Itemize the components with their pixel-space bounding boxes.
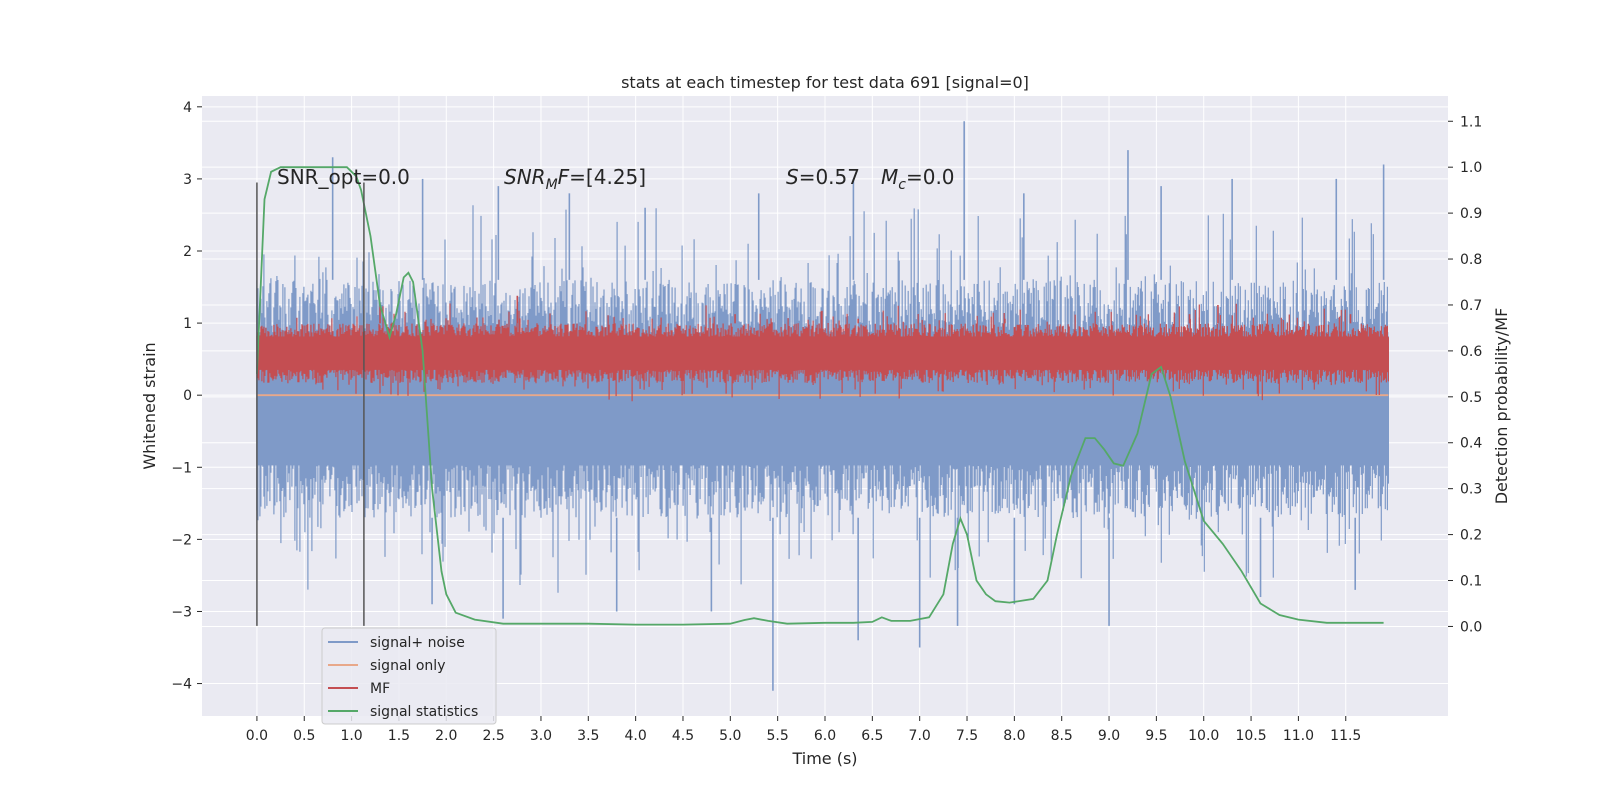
y-right-tick-label: 0.7 bbox=[1460, 298, 1482, 314]
y-left-tick-label: 0 bbox=[183, 388, 192, 404]
legend-box bbox=[321, 627, 497, 725]
x-tick-label: 8.5 bbox=[1051, 728, 1073, 744]
x-tick-label: 11.5 bbox=[1330, 728, 1361, 744]
legend: signal+ noise signal only MF signal statist… bbox=[321, 627, 497, 725]
x-tick-label: 8.0 bbox=[1003, 728, 1025, 744]
y-axis-right-title: Detection probability/MF bbox=[1492, 308, 1511, 505]
x-tick-label: 1.5 bbox=[388, 728, 410, 744]
annotation-snr-mf-suffix-f: F=[4.25] bbox=[558, 165, 646, 189]
series-layer bbox=[256, 121, 1389, 691]
y-right-tick-label: 0.6 bbox=[1460, 344, 1482, 360]
annotation-snr-mf-sub: M bbox=[546, 177, 558, 193]
y-right-tick-label: 0.8 bbox=[1460, 252, 1482, 268]
annotation-mc: Mc=0.0 bbox=[881, 165, 955, 193]
y-left-tick-label: −1 bbox=[171, 460, 192, 476]
x-tick-label: 2.5 bbox=[482, 728, 504, 744]
x-tick-label: 7.0 bbox=[909, 728, 931, 744]
annotation-snr-mf-prefix: SNR bbox=[504, 165, 546, 189]
x-tick-label: 11.0 bbox=[1283, 728, 1314, 744]
y-right-tick-label: 1.1 bbox=[1460, 114, 1482, 130]
annotation-snr-mf: SNRMF=[4.25] bbox=[504, 165, 646, 193]
y-right-tick-label: 0.0 bbox=[1460, 619, 1482, 635]
x-axis-ticks: 0.0 0.5 1.0 1.5 2.0 2.5 3.0 3.5 4.0 4.5 5.0 5.5 6.0 6… bbox=[246, 716, 1361, 744]
x-tick-label: 4.5 bbox=[672, 728, 694, 744]
legend-label-mf: MF bbox=[370, 681, 390, 697]
legend-label-signal-noise: signal+ noise bbox=[370, 635, 465, 651]
x-axis-title: Time (s) bbox=[791, 749, 857, 768]
annotation-s-value: =0.57 bbox=[799, 165, 860, 189]
y-axis-right-ticks: 0.0 0.1 0.2 0.3 0.4 0.5 0.6 0.7 0.8 0.9 1.0 1.1 bbox=[1448, 114, 1482, 635]
x-tick-label: 3.0 bbox=[530, 728, 552, 744]
y-right-tick-label: 0.9 bbox=[1460, 206, 1482, 222]
chart-title: stats at each timestep for test data 691… bbox=[621, 73, 1029, 92]
x-tick-label: 7.5 bbox=[956, 728, 978, 744]
y-left-tick-label: 3 bbox=[183, 172, 192, 188]
y-right-tick-label: 0.4 bbox=[1460, 436, 1482, 452]
annotation-mc-value: =0.0 bbox=[906, 165, 955, 189]
y-right-tick-label: 0.2 bbox=[1460, 528, 1482, 544]
annotation-snr-mf-f: F bbox=[558, 165, 570, 189]
x-tick-label: 10.5 bbox=[1235, 728, 1266, 744]
series-signal-statistics-line bbox=[256, 166, 1384, 626]
y-right-tick-label: 0.5 bbox=[1460, 390, 1482, 406]
y-left-tick-label: 2 bbox=[183, 244, 192, 260]
window-markers bbox=[256, 182, 365, 626]
y-right-tick-label: 0.3 bbox=[1460, 482, 1482, 498]
x-tick-label: 4.0 bbox=[625, 728, 647, 744]
x-tick-label: 6.5 bbox=[861, 728, 883, 744]
x-tick-label: 5.0 bbox=[719, 728, 741, 744]
y-right-tick-label: 1.0 bbox=[1460, 160, 1482, 176]
x-tick-label: 9.0 bbox=[1098, 728, 1120, 744]
x-tick-label: 0.0 bbox=[246, 728, 268, 744]
x-tick-label: 10.0 bbox=[1188, 728, 1219, 744]
y-axis-left-title: Whitened strain bbox=[140, 342, 159, 469]
x-tick-label: 6.0 bbox=[814, 728, 836, 744]
annotation-s-symbol: S bbox=[786, 165, 799, 189]
x-tick-label: 1.0 bbox=[340, 728, 362, 744]
y-right-tick-label: 0.1 bbox=[1460, 574, 1482, 590]
legend-entries: signal+ noise signal only MF signal statist… bbox=[328, 635, 478, 720]
y-left-tick-label: 4 bbox=[183, 100, 192, 116]
y-axis-left-ticks: −4 −3 −2 −1 0 1 2 3 4 bbox=[171, 100, 202, 693]
x-tick-label: 0.5 bbox=[293, 728, 315, 744]
y-left-tick-label: −3 bbox=[171, 604, 192, 620]
y-left-tick-label: −2 bbox=[171, 532, 192, 548]
series-mf-core bbox=[256, 336, 1389, 370]
annotation-mc-symbol: M bbox=[881, 165, 898, 189]
legend-label-signal-only: signal only bbox=[370, 658, 445, 674]
legend-label-signal-statistics: signal statistics bbox=[370, 704, 478, 720]
annotation-snr-mf-value: =[4.25] bbox=[569, 165, 646, 189]
annotation-snr-opt: SNR_opt=0.0 bbox=[277, 165, 410, 189]
x-tick-label: 2.0 bbox=[435, 728, 457, 744]
series-mf bbox=[256, 295, 1389, 402]
annotation-mc-sub: c bbox=[898, 177, 906, 193]
y-left-tick-label: 1 bbox=[183, 316, 192, 332]
x-tick-label: 5.5 bbox=[767, 728, 789, 744]
x-tick-label: 9.5 bbox=[1145, 728, 1167, 744]
annotation-s: S=0.57 bbox=[786, 165, 860, 189]
x-tick-label: 3.5 bbox=[577, 728, 599, 744]
y-left-tick-label: −4 bbox=[171, 677, 192, 693]
